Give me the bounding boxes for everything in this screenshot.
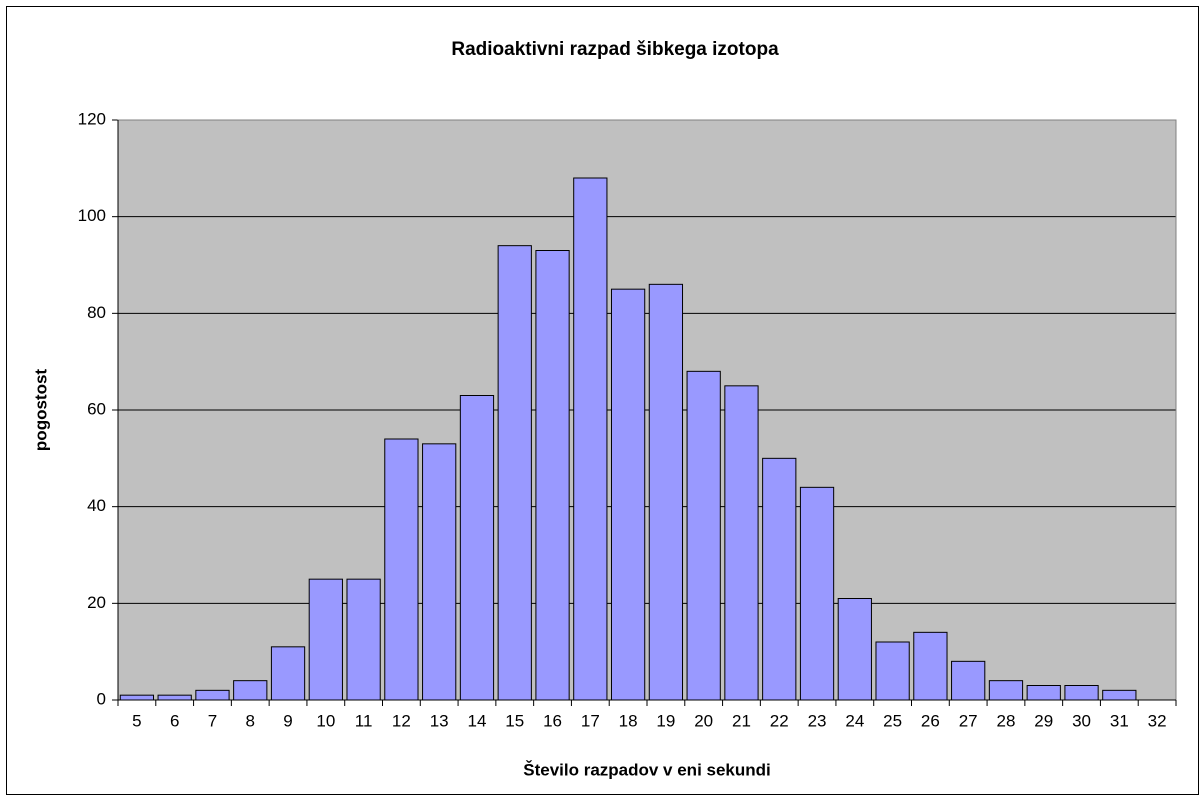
- x-tick-label: 14: [468, 711, 487, 730]
- bar: [308, 578, 343, 701]
- y-tick-label: 60: [87, 399, 106, 418]
- y-tick-label: 120: [78, 109, 106, 128]
- bar: [346, 578, 381, 701]
- x-tick-label: 12: [392, 711, 411, 730]
- x-tick-label: 21: [732, 711, 751, 730]
- bar: [1102, 689, 1137, 701]
- x-tick-label: 9: [283, 711, 292, 730]
- bar: [686, 370, 721, 701]
- bar: [157, 694, 192, 701]
- bar: [648, 283, 684, 701]
- bar: [875, 641, 910, 701]
- bar: [1064, 685, 1099, 701]
- x-tick-label: 20: [694, 711, 713, 730]
- x-tick-label: 13: [430, 711, 449, 730]
- bar: [799, 486, 835, 701]
- x-tick-label: 5: [132, 711, 141, 730]
- bar: [195, 689, 230, 701]
- y-axis-label: pogostost: [31, 369, 50, 451]
- x-tick-label: 15: [505, 711, 524, 730]
- x-tick-label: 17: [581, 711, 600, 730]
- bar: [384, 438, 419, 701]
- x-tick-label: 19: [656, 711, 675, 730]
- x-tick-label: 27: [959, 711, 978, 730]
- x-tick-label: 24: [845, 711, 864, 730]
- x-tick-label: 8: [246, 711, 255, 730]
- bar: [610, 288, 646, 701]
- y-tick-label: 100: [78, 206, 106, 225]
- bar: [422, 443, 457, 701]
- x-tick-label: 32: [1148, 711, 1167, 730]
- x-tick-label: 26: [921, 711, 940, 730]
- x-tick-label: 31: [1110, 711, 1129, 730]
- x-tick-label: 11: [355, 711, 373, 730]
- x-tick-label: 16: [543, 711, 562, 730]
- bar: [270, 646, 306, 701]
- bar: [988, 680, 1024, 701]
- bar: [913, 631, 948, 701]
- bar: [119, 694, 155, 701]
- bar: [459, 395, 495, 701]
- bar: [837, 598, 872, 701]
- x-tick-label: 6: [170, 711, 179, 730]
- bar: [951, 660, 986, 701]
- bar: [497, 245, 532, 701]
- bar: [535, 250, 570, 701]
- bar: [724, 385, 759, 701]
- y-tick-label: 80: [87, 303, 106, 322]
- chart-title: Radioaktivni razpad šibkega izotopa: [451, 39, 779, 60]
- bar: [233, 680, 268, 701]
- bar: [573, 177, 608, 701]
- bar: [1026, 685, 1061, 701]
- x-tick-label: 30: [1072, 711, 1091, 730]
- x-tick-label: 25: [883, 711, 902, 730]
- x-tick-label: 28: [997, 711, 1016, 730]
- x-tick-label: 22: [770, 711, 789, 730]
- x-tick-label: 18: [619, 711, 638, 730]
- x-tick-label: 7: [208, 711, 217, 730]
- x-axis-label: Število razpadov v eni sekundi: [523, 760, 771, 779]
- y-tick-label: 0: [97, 689, 106, 708]
- y-tick-label: 20: [87, 593, 106, 612]
- y-tick-label: 40: [87, 496, 106, 515]
- x-tick-label: 23: [808, 711, 827, 730]
- x-tick-label: 10: [316, 711, 335, 730]
- x-tick-label: 29: [1034, 711, 1053, 730]
- bar: [762, 457, 797, 701]
